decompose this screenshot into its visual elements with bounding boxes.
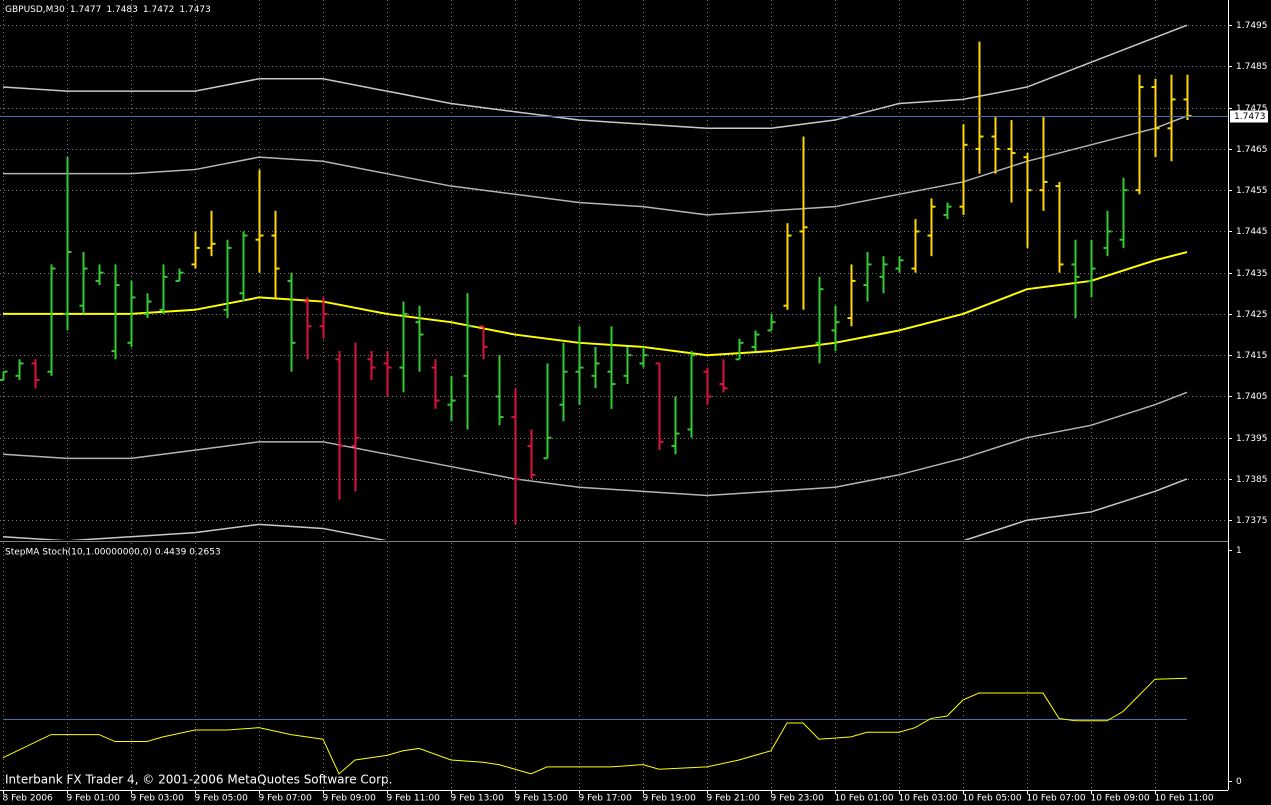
y-tick-label: 1.7455	[1236, 186, 1268, 196]
y-tick-label: 1.7435	[1236, 269, 1268, 279]
indicator-line	[2, 677, 1188, 775]
x-tick-label: 9 Feb 19:00	[643, 794, 697, 804]
x-tick-label: 9 Feb 11:00	[387, 794, 441, 804]
ohlc-value: 1.7477	[70, 5, 102, 15]
x-tick-label: 9 Feb 21:00	[707, 794, 761, 804]
y-tick-label: 1.7495	[1236, 21, 1268, 31]
x-tick-label: 9 Feb 01:00	[67, 794, 121, 804]
plot-area	[2, 677, 1188, 775]
x-tick-label: 9 Feb 07:00	[259, 794, 313, 804]
y-tick-label: 1.7395	[1236, 434, 1268, 444]
envelope-line	[3, 115, 1188, 216]
x-tick-label: 9 Feb 17:00	[579, 794, 633, 804]
y-tick-label: 1.7485	[1236, 62, 1268, 72]
y-tick-label: 1.7385	[1236, 475, 1268, 485]
y-tick-label: 1.7465	[1236, 145, 1268, 155]
y-tick-label: 1.7415	[1236, 351, 1268, 361]
envelope-line	[2, 478, 1188, 540]
y-tick-label: 1	[1236, 546, 1242, 556]
chart-header: GBPUSD,M30 1.7477 1.7483 1.7472 1.7473	[5, 5, 211, 15]
ohlc-value: 1.7472	[143, 5, 175, 15]
y-tick-label: 1.7405	[1236, 392, 1268, 402]
x-tick-label: 10 Feb 09:00	[1091, 794, 1150, 804]
x-tick-label: 10 Feb 05:00	[963, 794, 1022, 804]
y-tick-label: 1.7425	[1236, 310, 1268, 320]
x-tick-label: 9 Feb 09:00	[323, 794, 377, 804]
y-tick-label: 1.7445	[1236, 227, 1268, 237]
x-tick-label: 10 Feb 07:00	[1027, 794, 1086, 804]
x-tick-label: 9 Feb 03:00	[131, 794, 185, 804]
y-tick-label: 1.7375	[1236, 516, 1268, 526]
plot-area	[0, 24, 1192, 540]
ohlc-value: 1.7483	[106, 5, 138, 15]
x-tick-label: 9 Feb 13:00	[451, 794, 505, 804]
y-tick-label: 1.7475	[1236, 104, 1268, 114]
price-label-box	[1230, 110, 1268, 123]
footer: Interbank FX Trader 4, © 2001-2006 MetaQ…	[5, 773, 393, 787]
x-tick-label: 8 Feb 2006	[3, 794, 54, 804]
x-tick-label: 9 Feb 23:00	[771, 794, 825, 804]
x-tick-label: 10 Feb 01:00	[835, 794, 894, 804]
y-tick-label: 0	[1236, 777, 1242, 787]
envelope-line	[2, 24, 1188, 130]
x-tick-label: 10 Feb 03:00	[899, 794, 958, 804]
ohlc-value: 1.7473	[179, 5, 211, 15]
symbol-title: GBPUSD,M30	[5, 5, 65, 15]
envelope-line	[2, 391, 1188, 497]
indicator-title: StepMA Stoch(10,1.00000000,0) 0.4439 0.2…	[5, 548, 221, 558]
x-tick-label: 9 Feb 05:00	[195, 794, 249, 804]
x-tick-label: 10 Feb 11:00	[1155, 794, 1214, 804]
x-tick-label: 9 Feb 15:00	[515, 794, 569, 804]
price-label: 1.7473	[1234, 112, 1266, 122]
